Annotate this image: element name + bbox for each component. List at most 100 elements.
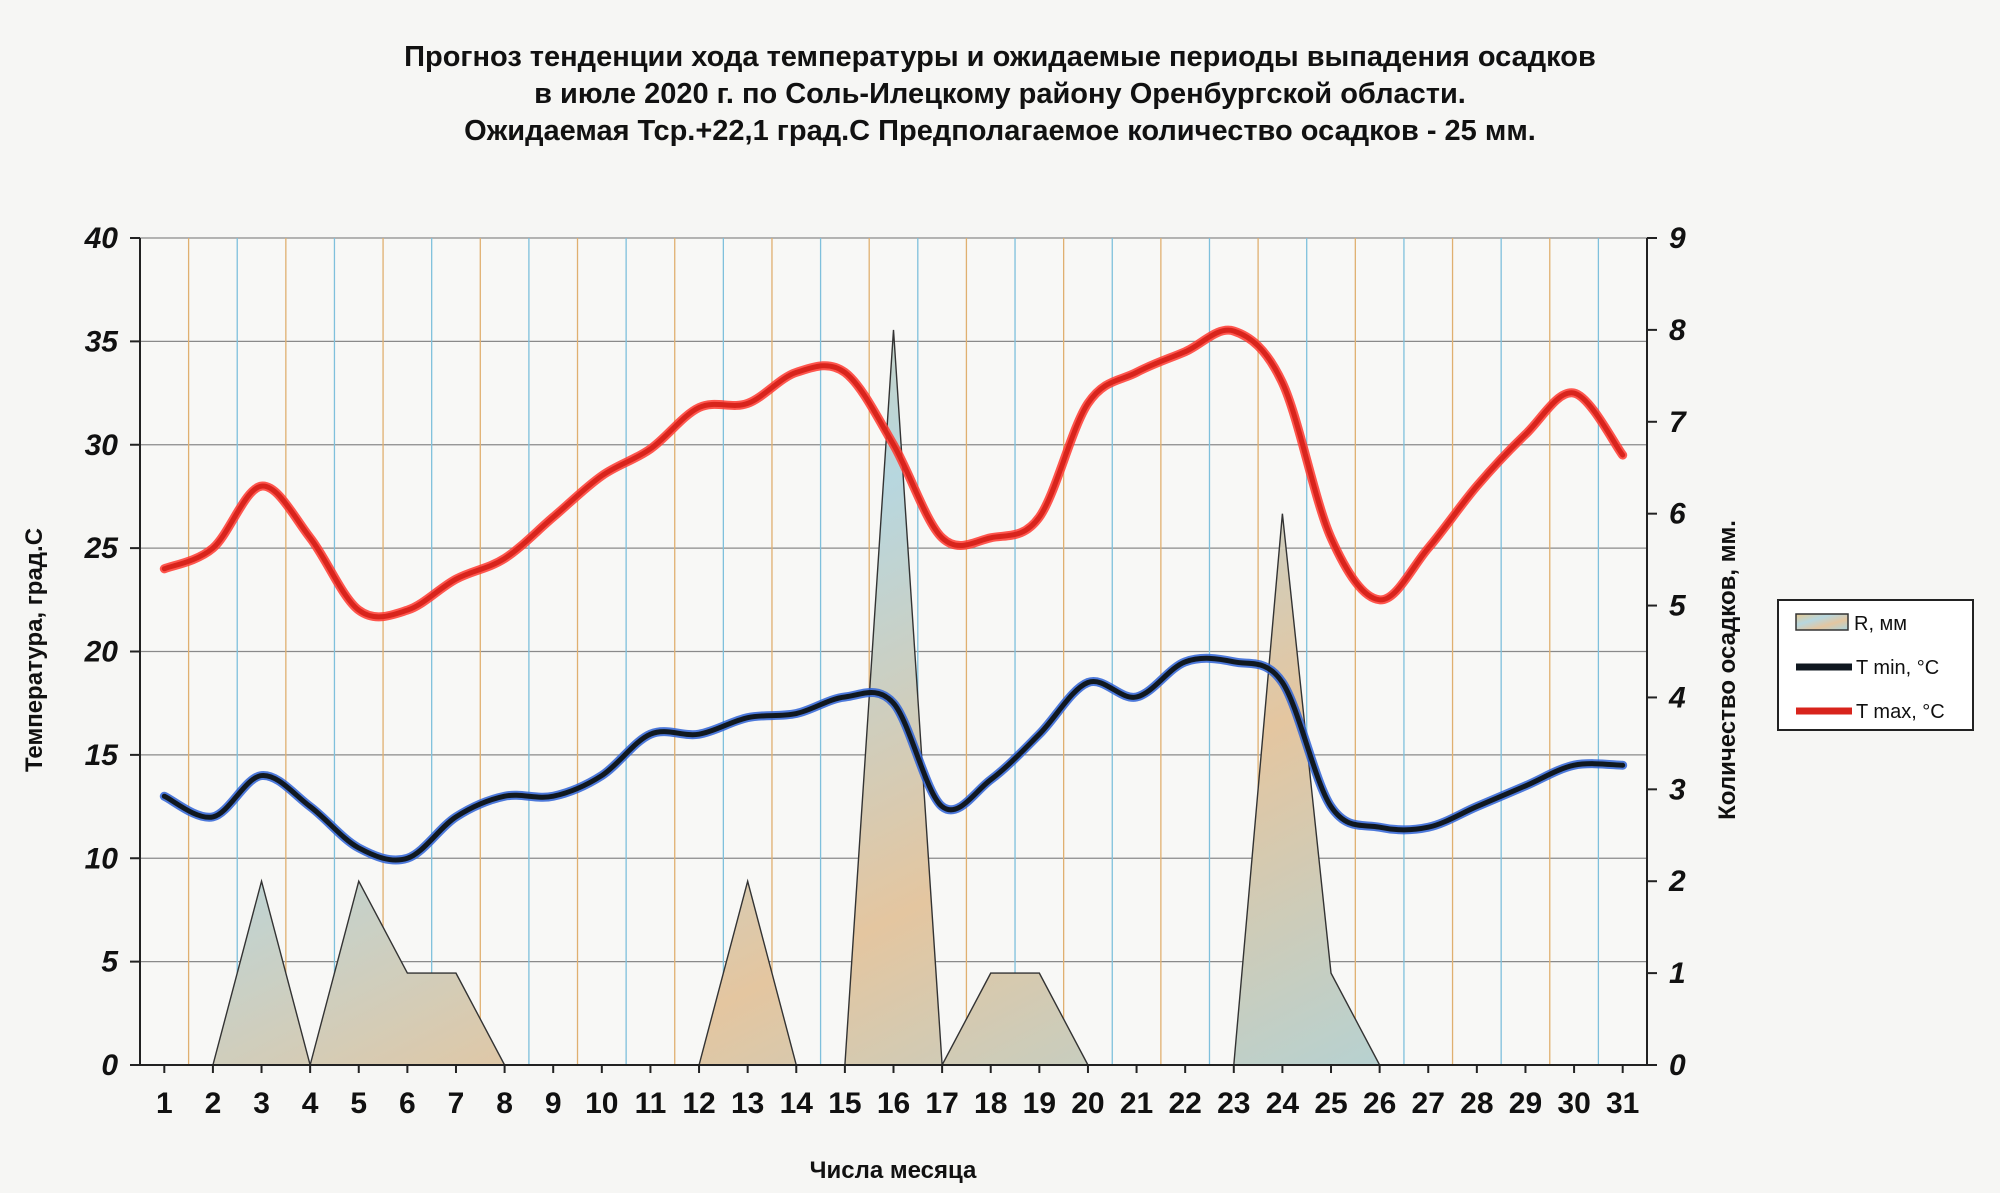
tmin-line-point xyxy=(162,794,166,798)
y-right-tick-label: 4 xyxy=(1668,681,1686,714)
y-right-tick-label: 0 xyxy=(1669,1049,1686,1082)
tmax-line-point xyxy=(1621,453,1625,457)
temperature-line-series xyxy=(159,325,1628,865)
chart-title-line-2: в июле 2020 г. по Соль-Илецкому району О… xyxy=(534,78,1466,110)
x-tick-label: 21 xyxy=(1120,1087,1153,1120)
chart-title: Прогноз тенденции хода температуры и ожи… xyxy=(404,41,1596,147)
tmax-line-point xyxy=(1329,536,1333,540)
tmax-line-point xyxy=(940,536,944,540)
legend-label-tmax: T max, °C xyxy=(1856,701,1945,723)
tmax-line-point xyxy=(1426,546,1430,550)
y-left-tick-label: 35 xyxy=(85,325,120,358)
tmax-line-point xyxy=(211,546,215,550)
tmin-line-point xyxy=(1426,825,1430,829)
tmin-line-point xyxy=(1135,695,1139,699)
x-tick-label: 10 xyxy=(585,1087,618,1120)
x-tick-label: 23 xyxy=(1217,1087,1250,1120)
tmin-line-point xyxy=(211,815,215,819)
y-left-tick-label: 25 xyxy=(84,532,120,565)
y-left-tick-label: 15 xyxy=(85,739,120,772)
tmax-line-point xyxy=(357,608,361,612)
x-tick-label: 1 xyxy=(156,1087,173,1120)
x-tick-label: 16 xyxy=(877,1087,910,1120)
tmax-line-point xyxy=(1086,401,1090,405)
tmin-line-point xyxy=(1037,732,1041,736)
x-axis-title: Числа месяца xyxy=(810,1157,977,1184)
x-tick-label: 4 xyxy=(302,1087,319,1120)
tmax-line-point xyxy=(1183,350,1187,354)
y-right-tick-label: 1 xyxy=(1669,957,1686,990)
tmin-line-point xyxy=(1232,660,1236,664)
x-tick-label: 29 xyxy=(1509,1087,1542,1120)
y-left-tick-label: 20 xyxy=(84,636,119,669)
tmin-line-point xyxy=(357,846,361,850)
x-tick-label: 22 xyxy=(1168,1087,1201,1120)
x-tick-label: 11 xyxy=(635,1087,667,1120)
tmax-line-point xyxy=(162,567,166,571)
tmin-line-point xyxy=(503,794,507,798)
y-left-tick-label: 10 xyxy=(85,842,119,875)
y-right-tick-label: 2 xyxy=(1668,865,1686,898)
tmin-line-point xyxy=(746,716,750,720)
x-tick-label: 14 xyxy=(780,1087,814,1120)
y-left-tick-label: 30 xyxy=(85,429,119,462)
tmin-line-point xyxy=(697,732,701,736)
x-tick-label: 7 xyxy=(448,1087,465,1120)
tmin-line-point xyxy=(260,774,264,778)
tmin-line-point xyxy=(454,815,458,819)
tmax-line-point xyxy=(405,608,409,612)
legend: R, мм T min, °C T max, °C xyxy=(1777,599,1974,731)
tmax-line-point xyxy=(1037,515,1041,519)
tmax-line-point xyxy=(1572,391,1576,395)
x-tick-label: 5 xyxy=(350,1087,367,1120)
tmin-line-point xyxy=(1378,825,1382,829)
y-right-tick-label: 5 xyxy=(1669,590,1687,623)
x-tick-label: 9 xyxy=(545,1087,562,1120)
x-tick-label: 26 xyxy=(1363,1087,1396,1120)
tmin-line-point xyxy=(551,794,555,798)
tmin-line-point xyxy=(794,712,798,716)
x-tick-label: 27 xyxy=(1412,1087,1445,1120)
tmin-line-point xyxy=(648,732,652,736)
tmin-line-point xyxy=(989,778,993,782)
y-left-tick-label: 0 xyxy=(101,1049,118,1082)
x-tick-label: 31 xyxy=(1606,1087,1639,1120)
tmin-line-point xyxy=(892,701,895,705)
y-axis-left-title: Температура, град.С xyxy=(21,528,48,772)
tmax-line-point xyxy=(892,443,895,447)
tmax-line-point xyxy=(503,556,507,560)
y-axis-right-title: Количество осадков, мм. xyxy=(1714,520,1741,820)
tmin-line-point xyxy=(843,695,847,699)
y-right-tick-label: 9 xyxy=(1669,222,1686,255)
x-tick-label: 20 xyxy=(1071,1087,1104,1120)
tmax-line-point xyxy=(1378,598,1382,602)
tmin-line-point xyxy=(1280,681,1284,685)
tmax-line-point xyxy=(551,515,555,519)
x-tick-label: 12 xyxy=(682,1087,715,1120)
tmin-line-point xyxy=(940,805,944,809)
tmax-line-point xyxy=(454,577,458,581)
x-tick-label: 17 xyxy=(925,1087,958,1120)
y-right-tick-label: 6 xyxy=(1669,498,1686,531)
tmin-line-point xyxy=(1572,763,1576,767)
tmin-line-point xyxy=(600,774,604,778)
tmax-line-point xyxy=(843,370,847,374)
tmin-line-point xyxy=(308,805,312,809)
x-tick-label: 28 xyxy=(1460,1087,1493,1120)
x-tick-label: 30 xyxy=(1557,1087,1590,1120)
tmax-line-point xyxy=(1135,370,1139,374)
x-tick-label: 6 xyxy=(399,1087,416,1120)
chart-title-line-1: Прогноз тенденции хода температуры и ожи… xyxy=(404,41,1596,73)
tmax-line-point xyxy=(600,474,604,478)
tmin-line-point xyxy=(405,856,409,860)
y-right-tick-label: 7 xyxy=(1669,406,1687,439)
tmax-line-point xyxy=(308,536,312,540)
y-left-tick-label: 40 xyxy=(84,222,119,255)
tmax-line-point xyxy=(260,484,264,488)
x-tick-label: 25 xyxy=(1314,1087,1347,1120)
legend-swatch-rain xyxy=(1795,613,1849,631)
chart-title-line-3: Ожидаемая Тср.+22,1 град.С Предполагаемо… xyxy=(464,115,1536,147)
tmin-line-point xyxy=(1086,681,1090,685)
y-left-tick-label: 5 xyxy=(101,946,119,979)
x-tick-label: 13 xyxy=(731,1087,764,1120)
